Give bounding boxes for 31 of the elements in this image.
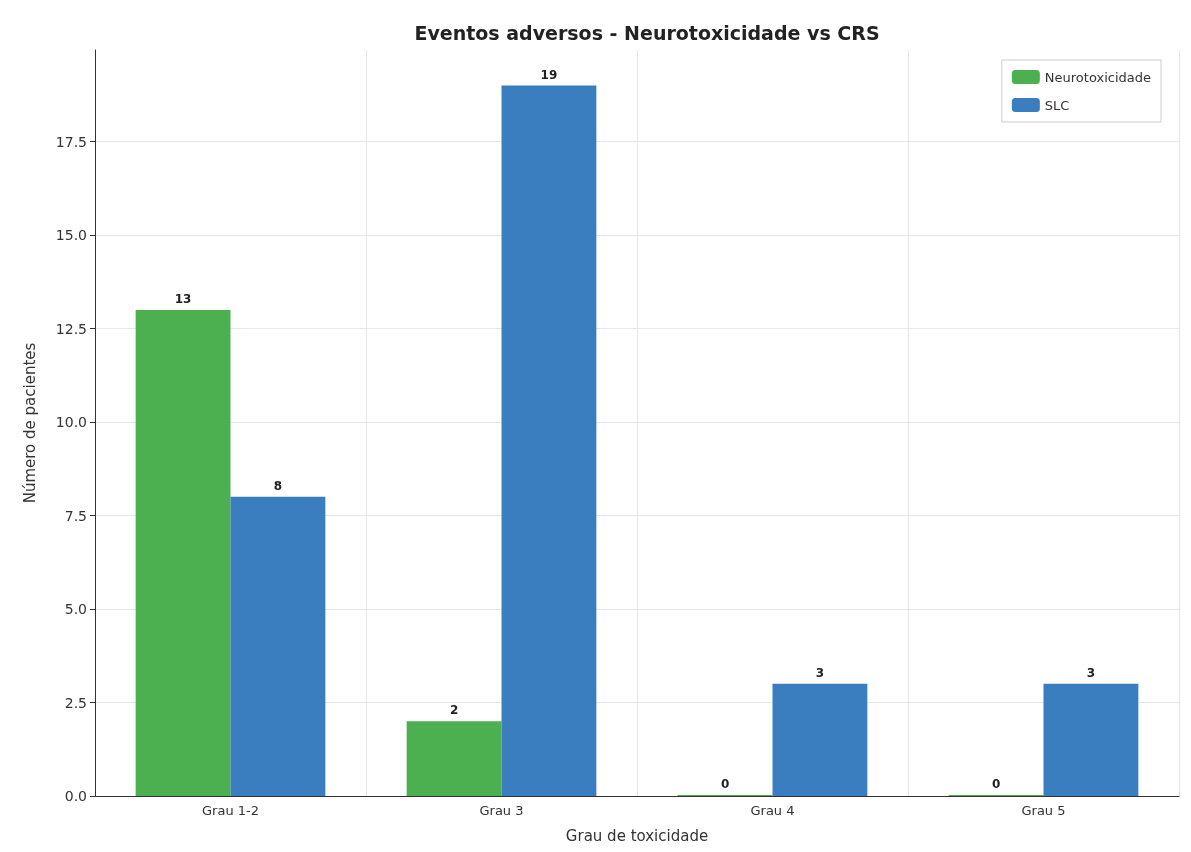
y-tick-label: 15.0	[55, 227, 87, 244]
y-tick-label: 5.0	[64, 601, 87, 618]
bar	[501, 85, 597, 796]
x-axis-title: Grau de toxicidade	[565, 826, 709, 845]
y-tick-label: 12.5	[55, 320, 87, 337]
bar	[1043, 683, 1139, 796]
data-label: 2	[449, 703, 459, 718]
x-tick-label: Grau 4	[750, 803, 795, 818]
data-label: 0	[991, 777, 1001, 791]
bar	[406, 721, 502, 796]
y-tick-label: 0.0	[64, 788, 87, 804]
y-tick-label: 7.5	[64, 507, 87, 524]
bar	[772, 683, 868, 796]
y-tick-label: 17.5	[55, 133, 87, 150]
x-tick-label: Grau 1-2	[202, 803, 259, 818]
data-label: 3	[815, 665, 825, 680]
legend-label: SLC	[1044, 97, 1070, 113]
bar	[230, 496, 326, 796]
y-tick-label: 10.0	[55, 414, 87, 431]
legend-label: Neurotoxicidade	[1044, 69, 1152, 85]
data-label: 3	[1086, 665, 1096, 680]
data-label: 0	[720, 777, 730, 791]
data-label: 13	[174, 291, 192, 306]
x-tick-label: Grau 5	[1021, 803, 1066, 818]
y-axis-title: Número de pacientes	[20, 342, 39, 504]
x-tick-label: Grau 3	[479, 803, 524, 818]
bar	[135, 309, 231, 796]
data-label: 8	[273, 478, 283, 493]
data-label: 19	[540, 67, 558, 82]
y-tick-label: 2.5	[64, 694, 87, 711]
chart-title: Eventos adversos - Neurotoxicidade vs CRS	[414, 21, 880, 44]
